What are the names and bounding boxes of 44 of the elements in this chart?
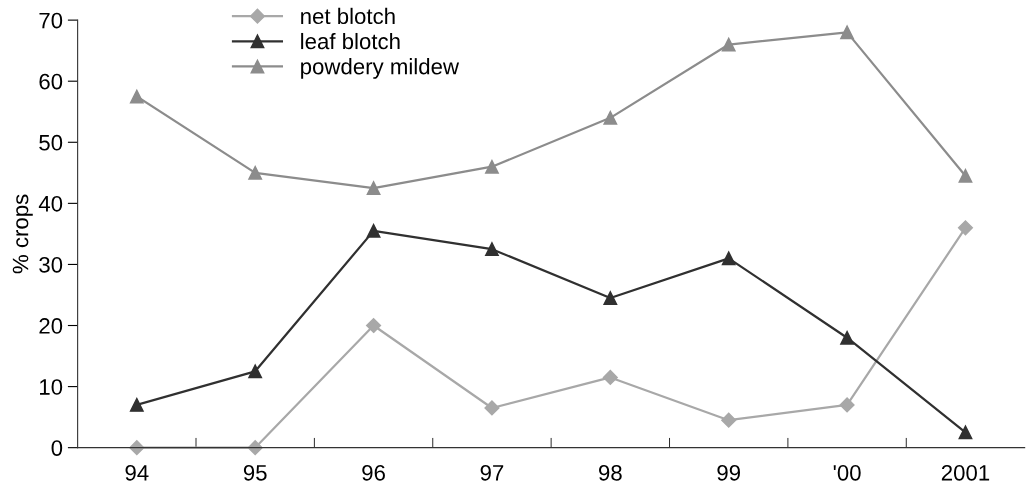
point	[721, 37, 736, 52]
point	[603, 110, 618, 125]
point	[485, 242, 499, 257]
x-tick-label: 94	[125, 464, 149, 481]
y-tick-label: 70	[39, 12, 63, 29]
point	[839, 397, 855, 413]
y-tick-label: 0	[51, 440, 63, 456]
point	[840, 25, 855, 40]
point	[485, 159, 499, 174]
x-tick-label: 95	[243, 464, 267, 481]
point	[958, 168, 973, 183]
x-tick-label: '00	[833, 464, 861, 481]
y-tick-label: 10	[40, 379, 63, 395]
point	[840, 330, 855, 345]
legend-label: net blotch	[301, 7, 395, 25]
legend-label: powdery mildew	[301, 58, 460, 79]
point	[366, 181, 381, 196]
point	[248, 165, 263, 180]
x-tick-label: 97	[480, 464, 504, 481]
y-tick-label: 40	[38, 195, 63, 212]
point	[247, 440, 263, 456]
y-tick-label: 30	[39, 256, 63, 273]
y-tick-label: 60	[39, 73, 63, 90]
point	[366, 223, 381, 238]
point	[721, 412, 737, 428]
x-tick-label: 98	[599, 464, 622, 481]
legend-label: leaf blotch	[301, 32, 400, 50]
point	[721, 251, 736, 266]
point	[129, 397, 144, 412]
point	[129, 89, 144, 104]
point	[248, 364, 263, 379]
x-tick-label: 99	[717, 464, 741, 481]
point	[129, 440, 145, 456]
y-tick-label: 50	[39, 134, 63, 151]
point	[958, 425, 973, 440]
y-axis-title: % crops	[12, 194, 33, 274]
point	[602, 369, 618, 385]
point	[484, 400, 500, 416]
point	[957, 220, 974, 236]
y-tick-label: 20	[39, 318, 63, 334]
point	[366, 317, 382, 334]
x-tick-label: 2001	[941, 464, 990, 481]
x-tick-label: 96	[362, 464, 385, 481]
point	[603, 291, 618, 305]
